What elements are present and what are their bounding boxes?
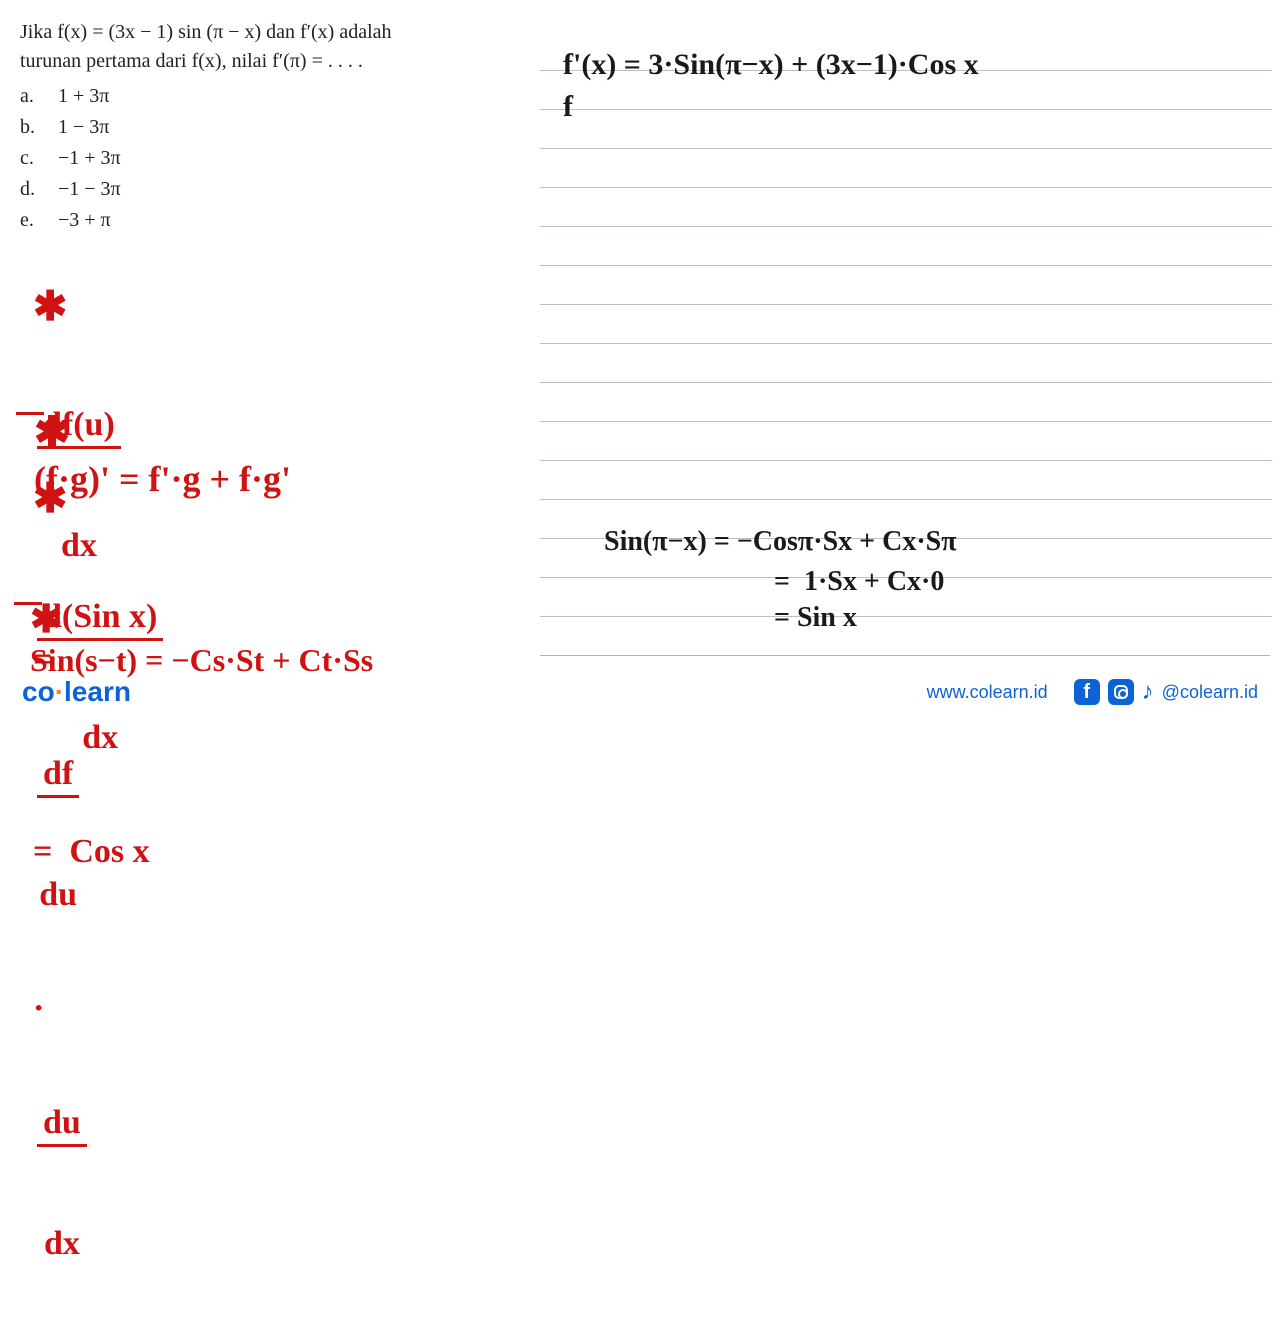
star-icon: ✱ xyxy=(30,599,62,641)
sin-diff-text: Sin(s−t) = −Cs·St + Ct·Ss xyxy=(30,642,373,678)
note-sin-diff: ✱ Sin(s−t) = −Cs·St + Ct·Ss xyxy=(14,560,373,679)
option-text: 1 + 3π xyxy=(58,82,109,111)
underline-mark xyxy=(16,412,44,415)
logo-learn: learn xyxy=(64,676,131,707)
instagram-icon[interactable] xyxy=(1108,679,1134,705)
numerator: du xyxy=(37,1104,87,1147)
ruled-bottom-line xyxy=(540,655,1270,656)
rhs: = Cos x xyxy=(33,833,150,870)
option-e: e. −3 + π xyxy=(20,206,530,235)
denominator: dx xyxy=(37,1223,87,1263)
logo-co: co xyxy=(22,676,55,707)
dot: · xyxy=(33,990,44,1027)
star-icon: ✱ xyxy=(33,476,67,521)
note-expand-3: = Sin x xyxy=(760,570,857,634)
option-text: 1 − 3π xyxy=(58,113,109,142)
footer-url[interactable]: www.colearn.id xyxy=(927,682,1048,703)
question-line-1: Jika f(x) = (3x − 1) sin (π − x) dan f′(… xyxy=(20,18,530,47)
question-line-2: turunan pertama dari f(x), nilai f′(π) =… xyxy=(20,47,530,76)
logo-dot: · xyxy=(55,676,64,707)
option-label: d. xyxy=(20,175,42,204)
option-text: −1 + 3π xyxy=(58,144,121,173)
option-text: −3 + π xyxy=(58,206,111,235)
social-icons: f ♪ @colearn.id xyxy=(1074,678,1258,706)
option-text: −1 − 3π xyxy=(58,175,121,204)
frac-dudx: du dx xyxy=(37,1028,87,1339)
option-label: e. xyxy=(20,206,42,235)
option-label: b. xyxy=(20,113,42,142)
question-block: Jika f(x) = (3x − 1) sin (π − x) dan f′(… xyxy=(20,18,530,237)
expand-line-3: = Sin x xyxy=(774,602,857,633)
underline-mark-2 xyxy=(14,602,42,605)
option-b: b. 1 − 3π xyxy=(20,113,530,142)
options-list: a. 1 + 3π b. 1 − 3π c. −1 + 3π d. −1 − 3… xyxy=(20,82,530,235)
note-fprime: f'(x) = 3·Sin(π−x) + (3x−1)·Cos x xyxy=(548,14,979,82)
social-handle[interactable]: @colearn.id xyxy=(1162,682,1258,703)
denominator: du xyxy=(37,874,79,914)
brand-logo: co·learn xyxy=(22,676,131,708)
tiktok-icon[interactable]: ♪ xyxy=(1142,678,1154,706)
note-fprime-start: f xyxy=(548,56,573,124)
option-a: a. 1 + 3π xyxy=(20,82,530,111)
ig-glyph xyxy=(1114,685,1128,699)
option-label: c. xyxy=(20,144,42,173)
option-d: d. −1 − 3π xyxy=(20,175,530,204)
facebook-icon[interactable]: f xyxy=(1074,679,1100,705)
fprime-line: f'(x) = 3·Sin(π−x) + (3x−1)·Cos x xyxy=(563,48,979,81)
option-c: c. −1 + 3π xyxy=(20,144,530,173)
star-icon: ✱ xyxy=(33,284,67,329)
denominator: dx xyxy=(37,717,163,757)
option-label: a. xyxy=(20,82,42,111)
fprime-start: f xyxy=(563,90,573,123)
fb-letter: f xyxy=(1083,681,1090,704)
footer-bar: co·learn www.colearn.id f ♪ @colearn.id xyxy=(0,676,1280,708)
